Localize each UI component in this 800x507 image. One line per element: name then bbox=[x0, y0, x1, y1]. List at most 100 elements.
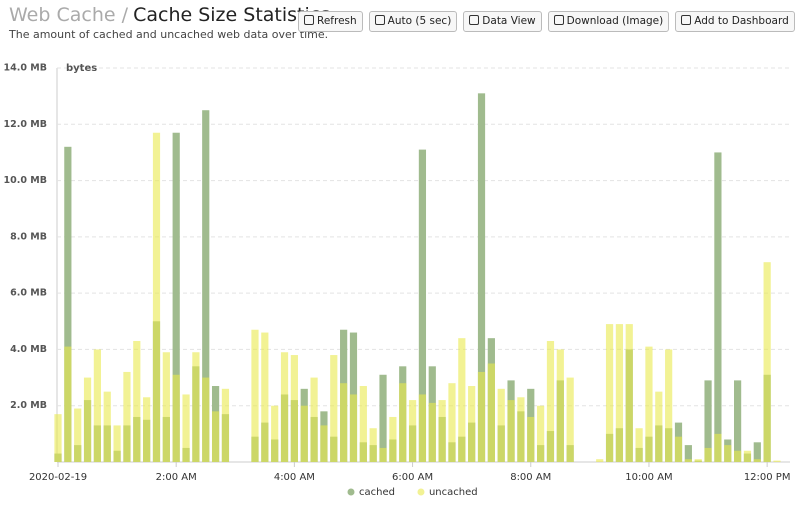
bar bbox=[674, 436, 683, 462]
x-tick-label: 2020-02-19 bbox=[29, 472, 87, 483]
bar bbox=[655, 391, 663, 462]
bar bbox=[379, 374, 387, 462]
legend-label: cached bbox=[359, 487, 395, 498]
bar bbox=[615, 324, 624, 462]
bar bbox=[665, 349, 673, 462]
bar bbox=[133, 340, 141, 462]
bar bbox=[418, 394, 427, 462]
bar bbox=[438, 400, 446, 462]
bar bbox=[64, 146, 72, 463]
button-icon bbox=[469, 15, 480, 25]
bar bbox=[704, 447, 712, 462]
y-axis-label: bytes bbox=[66, 63, 97, 74]
bar bbox=[54, 414, 62, 462]
bar bbox=[605, 324, 614, 462]
legend-swatch bbox=[417, 488, 425, 496]
bar bbox=[290, 355, 298, 462]
button-label: Data View bbox=[482, 15, 536, 27]
bar bbox=[724, 445, 732, 462]
bar bbox=[64, 346, 72, 462]
bar bbox=[379, 447, 387, 462]
bar bbox=[753, 459, 761, 462]
button-icon bbox=[374, 15, 385, 25]
bar bbox=[261, 332, 269, 462]
bar bbox=[763, 262, 771, 462]
bar bbox=[556, 349, 564, 462]
bar bbox=[172, 374, 180, 462]
bar bbox=[320, 425, 328, 462]
button-label: Download (Image) bbox=[566, 15, 664, 27]
bar bbox=[162, 352, 170, 462]
bar bbox=[83, 377, 92, 462]
x-tick-label: 2:00 AM bbox=[156, 472, 197, 483]
bar bbox=[694, 459, 702, 462]
bar bbox=[349, 394, 358, 462]
breadcrumb[interactable]: Web Cache / bbox=[9, 4, 128, 26]
bar bbox=[537, 405, 545, 462]
x-tick-label: 12:00 PM bbox=[744, 472, 791, 483]
bar bbox=[408, 400, 417, 462]
bar bbox=[211, 411, 220, 462]
bar bbox=[477, 93, 486, 462]
bar bbox=[517, 397, 525, 462]
button-label: Auto (5 sec) bbox=[387, 15, 452, 27]
bar bbox=[359, 386, 367, 462]
x-tick-label: 4:00 AM bbox=[274, 472, 315, 483]
bar bbox=[773, 460, 781, 462]
y-tick-label: 10.0 MB bbox=[4, 175, 47, 186]
bar bbox=[645, 346, 653, 462]
bar bbox=[399, 383, 407, 462]
toolbar: Refresh Auto (5 sec) Data View Download (Im… bbox=[298, 11, 800, 32]
x-tick-label: 10:00 AM bbox=[625, 472, 672, 483]
bar bbox=[704, 380, 712, 462]
toolbar-button[interactable]: Download (Image) bbox=[547, 11, 670, 32]
bar bbox=[596, 459, 604, 462]
bar bbox=[507, 400, 515, 462]
y-tick-label: 2.0 MB bbox=[10, 400, 47, 411]
bar bbox=[487, 363, 495, 462]
bar bbox=[527, 416, 535, 462]
toolbar-button[interactable]: Refresh bbox=[298, 11, 363, 32]
bar bbox=[448, 383, 456, 462]
y-tick-label: 14.0 MB bbox=[4, 63, 47, 74]
bar bbox=[202, 377, 210, 462]
header: Web Cache / Cache Size Statistics The am… bbox=[9, 4, 330, 41]
bar bbox=[635, 428, 643, 462]
bar bbox=[202, 110, 210, 462]
bar bbox=[310, 377, 318, 462]
bar bbox=[477, 371, 486, 462]
bar bbox=[734, 380, 742, 462]
bar bbox=[468, 386, 476, 462]
y-tick-label: 8.0 MB bbox=[10, 231, 47, 242]
toolbar-button[interactable]: Auto (5 sec) bbox=[368, 11, 458, 32]
bar bbox=[300, 405, 308, 462]
bar bbox=[714, 433, 722, 462]
bar bbox=[251, 329, 259, 462]
bar bbox=[418, 149, 427, 462]
button-label: Add to Dashboard bbox=[694, 15, 789, 27]
bar bbox=[428, 402, 436, 462]
bar bbox=[389, 416, 397, 462]
subtitle: The amount of cached and uncached web da… bbox=[9, 28, 329, 41]
toolbar-button[interactable]: Add to Dashboard bbox=[675, 11, 795, 32]
x-tick-label: 6:00 AM bbox=[392, 472, 433, 483]
legend-swatch bbox=[347, 488, 355, 496]
bar bbox=[103, 391, 111, 462]
y-tick-label: 4.0 MB bbox=[10, 344, 47, 355]
bar bbox=[192, 352, 200, 462]
bar bbox=[753, 442, 761, 462]
bar bbox=[340, 383, 348, 462]
bar bbox=[172, 132, 180, 462]
bar bbox=[74, 408, 82, 462]
bar bbox=[221, 388, 230, 462]
bar bbox=[625, 324, 633, 462]
bar bbox=[152, 132, 161, 462]
bar bbox=[546, 340, 555, 462]
bar bbox=[497, 388, 505, 462]
toolbar-button[interactable]: Data View bbox=[463, 11, 542, 32]
bar bbox=[182, 394, 190, 462]
bar bbox=[458, 338, 466, 462]
bar bbox=[280, 352, 289, 462]
